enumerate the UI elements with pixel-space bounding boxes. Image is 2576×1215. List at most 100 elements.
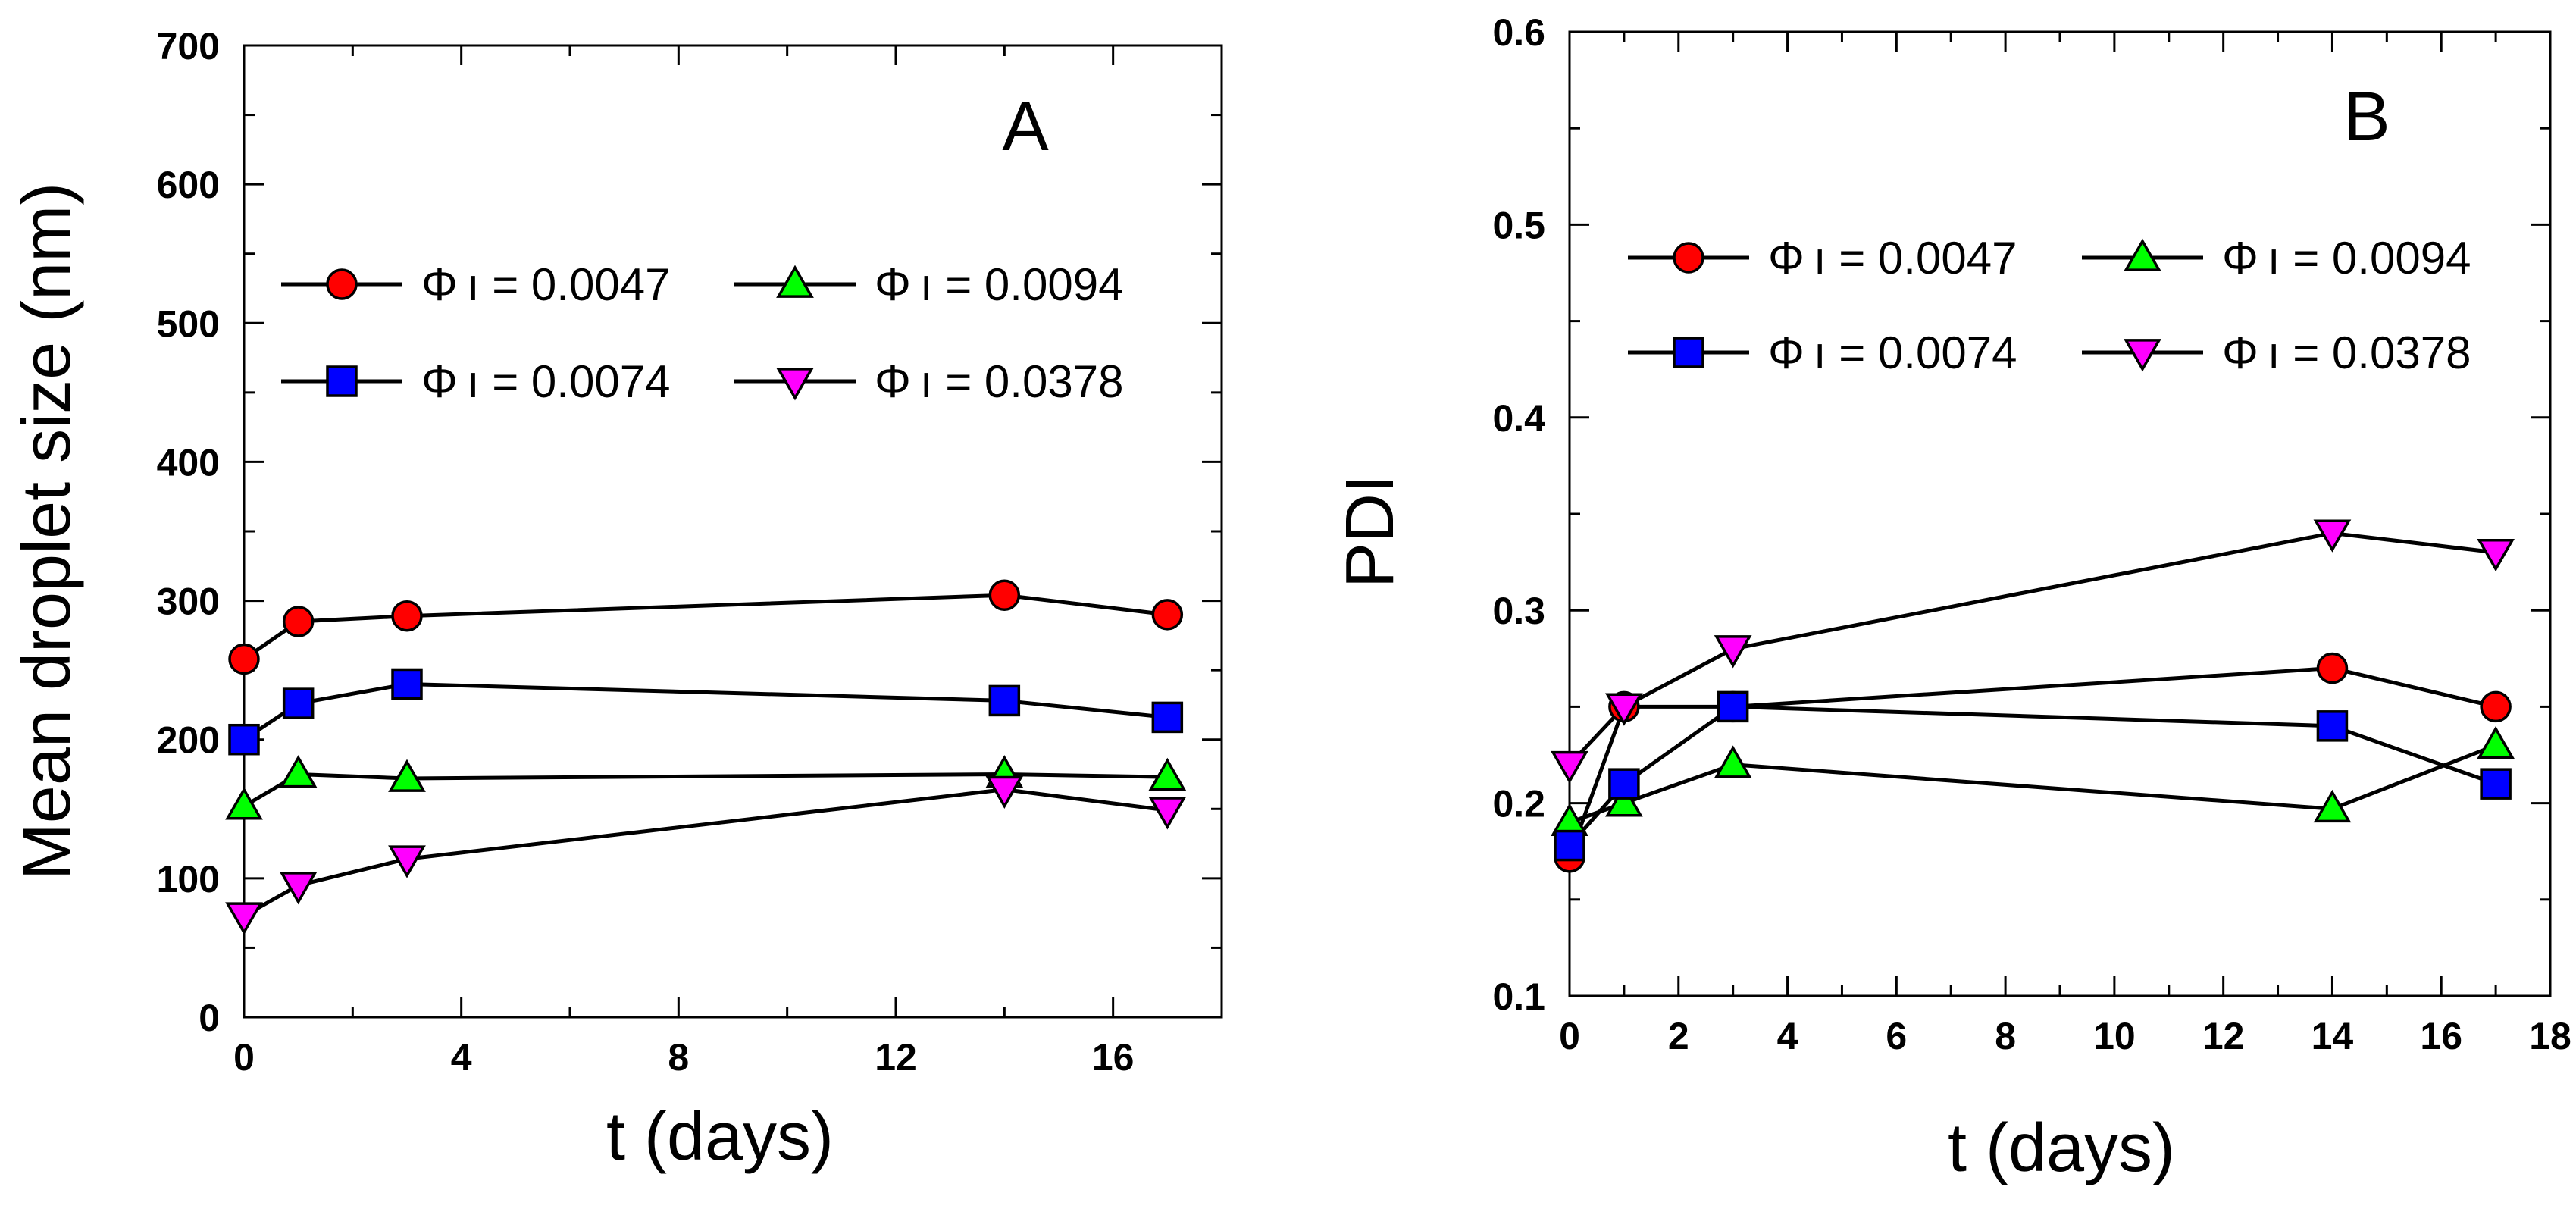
legend-marker <box>776 265 814 298</box>
series-line <box>1567 666 2496 858</box>
legend-label: Φ ı = 0.0094 <box>875 259 1123 310</box>
y-axis-title: PDI <box>1332 474 1408 588</box>
data-point-triangle-down <box>1605 693 1643 726</box>
y-tick-label: 500 <box>157 302 220 345</box>
data-point-circle <box>228 643 260 675</box>
y-tick-label: 200 <box>157 719 220 762</box>
data-point-triangle-down <box>225 902 263 935</box>
x-tick-label: 8 <box>1995 1015 2016 1057</box>
y-tick-label: 700 <box>157 25 220 67</box>
data-point-triangle-down <box>1148 797 1187 830</box>
legend: Φ ı = 0.0047 Φ ı = 0.0094 Φ ı = 0.0074 Φ ı … <box>1628 233 2471 378</box>
y-tick-label: 0.5 <box>1492 204 1545 246</box>
data-point-triangle-down <box>388 845 426 878</box>
data-point-triangle-down <box>985 775 1024 809</box>
plot-frame <box>243 44 1223 1019</box>
legend-item: Φ ı = 0.0094 <box>734 259 1123 310</box>
legend-marker <box>776 368 814 401</box>
series-line <box>243 772 1168 808</box>
series-line <box>1568 704 2496 847</box>
data-point-triangle-up <box>279 755 318 788</box>
legend-marker <box>2124 339 2161 372</box>
legend-label: Φ ı = 0.0074 <box>421 356 670 407</box>
panel-label: B <box>2343 78 2390 155</box>
data-point-square <box>988 684 1021 717</box>
data-point-triangle-down <box>2477 538 2515 572</box>
legend-marker <box>326 365 358 397</box>
series-line <box>1568 531 2496 766</box>
data-point-circle <box>988 579 1021 611</box>
y-tick-label: 300 <box>157 581 220 623</box>
y-tick-label: 100 <box>157 858 220 900</box>
x-axis-title: t (days) <box>1948 1110 2175 1186</box>
data-point-circle <box>2316 652 2349 684</box>
data-point-square <box>2480 768 2512 800</box>
data-point-square <box>228 723 260 756</box>
series-line <box>243 593 1168 661</box>
data-point-square <box>1151 701 1184 734</box>
data-point-triangle-down <box>2313 519 2352 553</box>
legend-label: Φ ı = 0.0094 <box>2222 233 2471 283</box>
data-point-triangle-up <box>225 787 263 820</box>
legend: Φ ı = 0.0047 Φ ı = 0.0094 Φ ı = 0.0074 Φ ı … <box>281 259 1123 407</box>
series-line <box>1569 743 2497 825</box>
panel-label: A <box>1002 88 1049 165</box>
x-tick-label: 12 <box>2202 1015 2245 1057</box>
legend-marker <box>326 268 358 300</box>
y-tick-label: 0.2 <box>1492 783 1545 825</box>
legend-item: Φ ı = 0.0074 <box>1628 327 2017 378</box>
legend-label: Φ ı = 0.0047 <box>421 259 670 310</box>
legend-item: Φ ı = 0.0094 <box>2082 233 2471 283</box>
data-point-square <box>2316 710 2349 742</box>
x-tick-label: 12 <box>875 1036 917 1079</box>
legend-label: Φ ı = 0.0047 <box>1768 233 2017 283</box>
data-point-square <box>1717 690 1749 723</box>
legend-marker <box>2124 238 2161 271</box>
x-tick-label: 18 <box>2529 1015 2571 1057</box>
data-point-triangle-down <box>1714 635 1752 669</box>
x-tick-label: 6 <box>1886 1015 1907 1057</box>
y-tick-label: 0.1 <box>1492 975 1545 1018</box>
data-point-triangle-up <box>2477 725 2515 759</box>
x-tick-label: 0 <box>233 1036 255 1079</box>
y-tick-label: 0.4 <box>1492 397 1545 440</box>
x-tick-label: 8 <box>668 1036 689 1079</box>
y-tick-label: 0.3 <box>1492 590 1545 632</box>
plot-frame <box>1568 30 2552 997</box>
y-tick-label: 0 <box>199 997 220 1039</box>
x-tick-label: 10 <box>2093 1015 2136 1057</box>
series-line <box>243 788 1168 918</box>
x-tick-label: 4 <box>451 1036 472 1079</box>
legend-item: Φ ı = 0.0047 <box>281 259 670 310</box>
legend-item: Φ ı = 0.0047 <box>1628 233 2017 283</box>
data-point-square <box>282 687 315 719</box>
data-point-square <box>1608 768 1640 800</box>
data-point-circle <box>391 600 423 632</box>
data-point-circle <box>2480 690 2512 723</box>
legend-item: Φ ı = 0.0378 <box>2082 327 2471 378</box>
x-tick-label: 16 <box>2420 1015 2462 1057</box>
legend-label: Φ ı = 0.0378 <box>2222 327 2471 378</box>
legend-label: Φ ı = 0.0378 <box>875 356 1123 407</box>
data-point-square <box>1554 829 1585 862</box>
chart-panel-b: 0 2 4 6 8 10 12 14 16 18 0.1 0.2 0.3 0.4 0.5 0.6 t (days… <box>1332 11 2571 1186</box>
data-point-triangle-down <box>1551 750 1588 784</box>
data-point-circle <box>1151 599 1184 631</box>
legend-marker <box>1673 337 1704 368</box>
legend-item: Φ ı = 0.0378 <box>734 356 1123 407</box>
legend-item: Φ ı = 0.0074 <box>281 356 670 407</box>
y-tick-label: 400 <box>157 441 220 484</box>
legend-label: Φ ı = 0.0074 <box>1768 327 2017 378</box>
x-tick-label: 4 <box>1777 1015 1798 1057</box>
y-tick-label: 600 <box>157 164 220 206</box>
x-tick-label: 2 <box>1668 1015 1689 1057</box>
x-axis-title: t (days) <box>606 1099 834 1175</box>
legend-marker <box>1673 242 1704 274</box>
series-line <box>243 681 1168 741</box>
x-tick-label: 14 <box>2312 1015 2354 1057</box>
data-point-triangle-up <box>1148 757 1187 791</box>
data-point-triangle-up <box>1605 784 1643 817</box>
data-point-square <box>391 668 423 700</box>
chart-panel-a: 0 4 8 12 16 0 100 200 300 400 500 600 700 t (days) Mea… <box>9 25 1223 1175</box>
data-point-triangle-up <box>388 759 426 792</box>
